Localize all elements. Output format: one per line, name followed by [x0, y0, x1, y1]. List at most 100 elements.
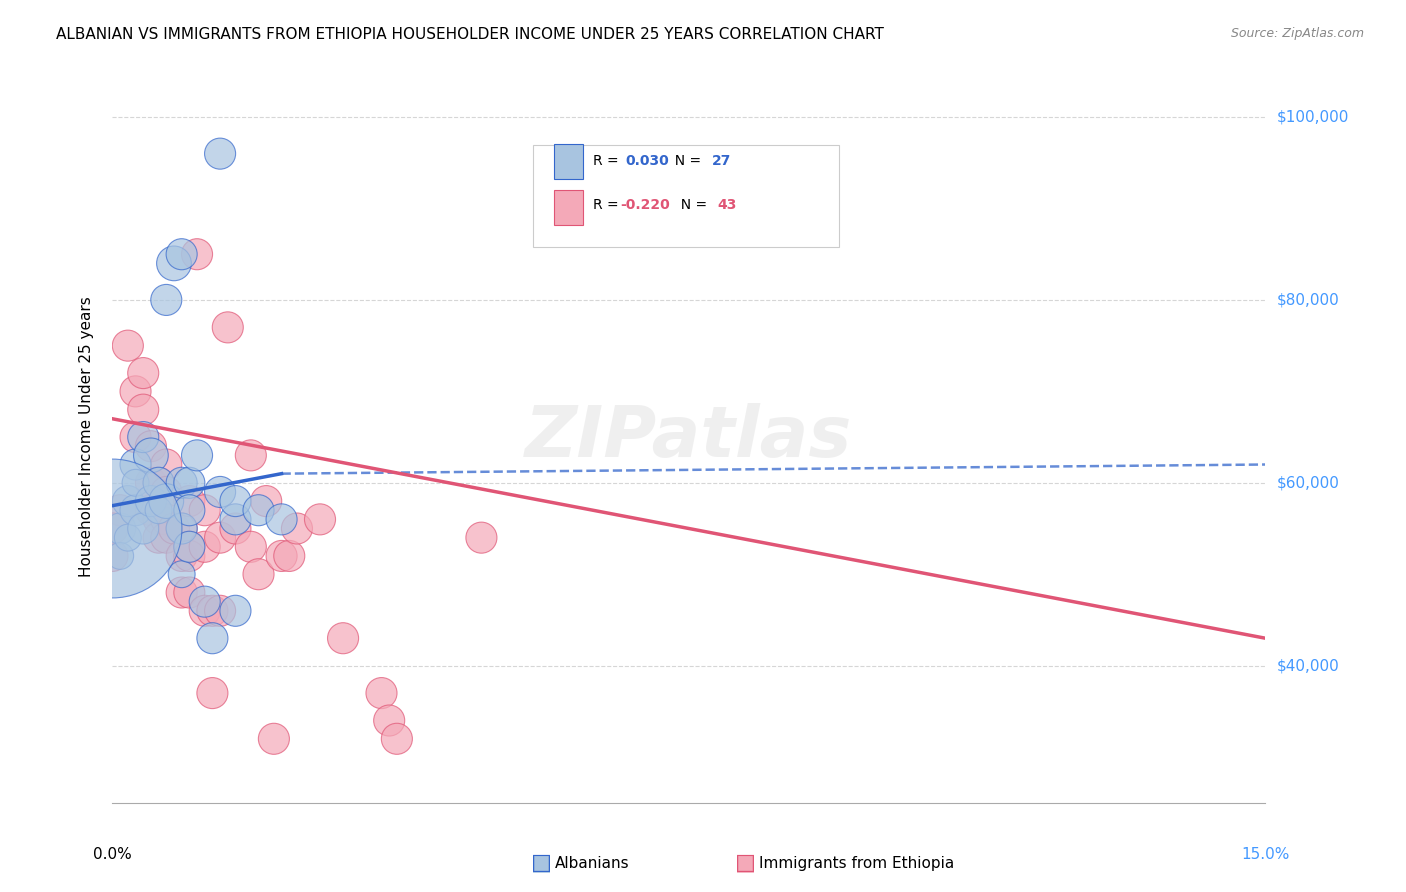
Point: [224, 604, 246, 618]
Point: [270, 512, 292, 526]
Point: [179, 503, 201, 517]
Point: [179, 540, 201, 554]
Point: [254, 494, 277, 508]
Point: [148, 475, 170, 490]
Point: [117, 338, 139, 352]
Point: [124, 475, 146, 490]
Point: [163, 521, 186, 535]
Point: [378, 714, 401, 728]
Point: [201, 604, 224, 618]
Point: [124, 430, 146, 444]
Point: [139, 475, 162, 490]
Point: [247, 567, 270, 582]
Point: [332, 632, 354, 646]
Text: -0.220: -0.220: [620, 198, 669, 212]
Point: [209, 484, 232, 499]
Point: [101, 549, 124, 563]
Point: [170, 521, 193, 535]
Point: [201, 632, 224, 646]
Text: $60,000: $60,000: [1277, 475, 1340, 491]
Point: [108, 521, 131, 535]
Point: [155, 484, 177, 499]
Point: [224, 512, 246, 526]
Point: [101, 521, 124, 535]
Point: [179, 549, 201, 563]
Point: [132, 430, 155, 444]
Point: [239, 540, 262, 554]
Point: [132, 366, 155, 380]
Point: [170, 521, 193, 535]
Point: [186, 448, 208, 462]
Point: [470, 531, 492, 545]
Point: [309, 512, 332, 526]
Text: ■: ■: [531, 854, 551, 873]
Point: [148, 512, 170, 526]
Bar: [554, 190, 583, 225]
Point: [179, 475, 201, 490]
Text: 43: 43: [718, 198, 737, 212]
Point: [285, 521, 308, 535]
Point: [124, 503, 146, 517]
Point: [155, 531, 177, 545]
Text: Albanians: Albanians: [555, 856, 630, 871]
Point: [117, 494, 139, 508]
Point: [108, 503, 131, 517]
Text: $40,000: $40,000: [1277, 658, 1340, 673]
Point: [139, 494, 162, 508]
Point: [224, 494, 246, 508]
Text: $80,000: $80,000: [1277, 293, 1340, 308]
Point: [155, 494, 177, 508]
Point: [170, 549, 193, 563]
Point: [124, 384, 146, 399]
Text: □: □: [735, 854, 755, 873]
Point: [209, 604, 232, 618]
Text: R =: R =: [593, 198, 623, 212]
Point: [101, 521, 124, 535]
Point: [148, 503, 170, 517]
Point: [201, 686, 224, 700]
Point: [224, 521, 246, 535]
Text: 0.030: 0.030: [626, 153, 669, 168]
Point: [194, 594, 217, 608]
Text: ALBANIAN VS IMMIGRANTS FROM ETHIOPIA HOUSEHOLDER INCOME UNDER 25 YEARS CORRELATI: ALBANIAN VS IMMIGRANTS FROM ETHIOPIA HOU…: [56, 27, 884, 42]
Point: [170, 585, 193, 599]
Point: [186, 247, 208, 261]
Point: [270, 549, 292, 563]
Point: [155, 458, 177, 472]
Point: [385, 731, 408, 746]
Text: 27: 27: [711, 153, 731, 168]
Point: [247, 503, 270, 517]
Bar: [554, 144, 583, 179]
Point: [170, 567, 193, 582]
Point: [239, 448, 262, 462]
Point: [139, 503, 162, 517]
Text: $100,000: $100,000: [1277, 110, 1348, 125]
Point: [117, 531, 139, 545]
Text: N =: N =: [672, 198, 711, 212]
Point: [139, 448, 162, 462]
Point: [194, 540, 217, 554]
Point: [124, 458, 146, 472]
Point: [217, 320, 239, 334]
Point: [179, 494, 201, 508]
Point: [163, 256, 186, 270]
Text: ■: ■: [735, 854, 755, 873]
Point: [155, 512, 177, 526]
Point: [278, 549, 301, 563]
Point: [108, 549, 131, 563]
Point: [170, 475, 193, 490]
Point: [194, 604, 217, 618]
Point: [139, 439, 162, 453]
Text: 0.0%: 0.0%: [93, 847, 132, 862]
Point: [370, 686, 392, 700]
Text: 15.0%: 15.0%: [1241, 847, 1289, 862]
Text: Source: ZipAtlas.com: Source: ZipAtlas.com: [1230, 27, 1364, 40]
Point: [179, 585, 201, 599]
Text: Immigrants from Ethiopia: Immigrants from Ethiopia: [759, 856, 955, 871]
Point: [132, 521, 155, 535]
Point: [179, 540, 201, 554]
Point: [132, 402, 155, 417]
Point: [194, 503, 217, 517]
Point: [209, 531, 232, 545]
Text: N =: N =: [666, 153, 706, 168]
